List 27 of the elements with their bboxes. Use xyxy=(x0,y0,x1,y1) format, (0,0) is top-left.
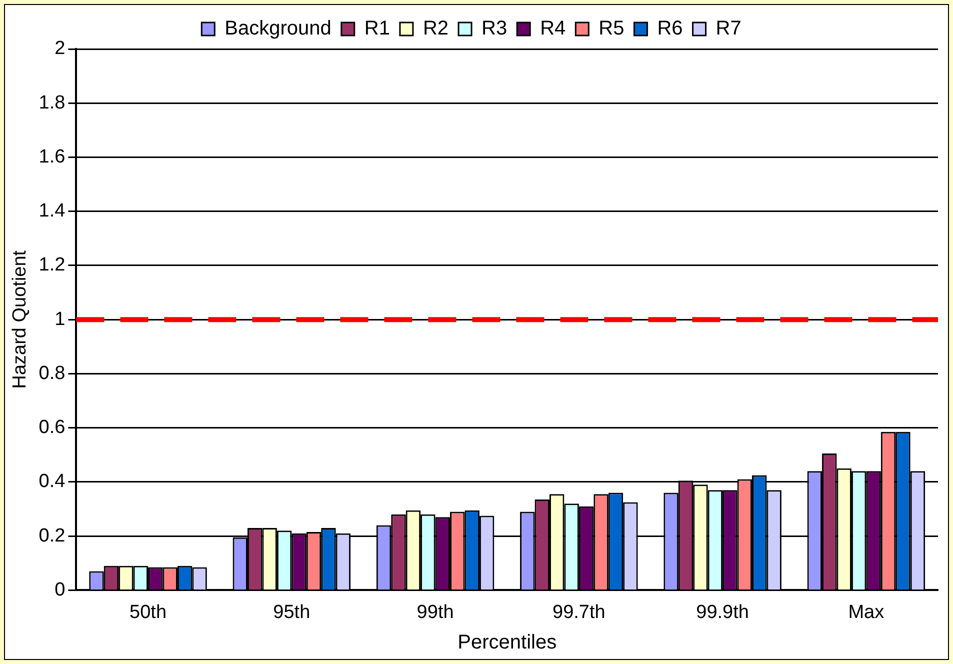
x-tick-label: 99th xyxy=(416,602,454,623)
legend-label: R6 xyxy=(657,18,683,40)
legend-label: R1 xyxy=(364,18,390,40)
y-tick-label: 1.6 xyxy=(38,146,66,168)
y-tick-label: 1 xyxy=(54,308,66,330)
legend-label: Background xyxy=(224,18,332,40)
x-tick-label: Max xyxy=(848,602,885,623)
x-axis-title: Percentiles xyxy=(458,632,557,654)
y-tick-label: 0.8 xyxy=(38,362,66,384)
x-tick-label: 95th xyxy=(273,602,310,623)
legend-label: R5 xyxy=(598,18,624,40)
x-tick-label: 99.9th xyxy=(696,602,749,623)
legend-label: R4 xyxy=(540,18,566,40)
y-tick-label: 1.4 xyxy=(38,200,66,222)
x-tick-label: 99.7th xyxy=(552,602,606,623)
y-tick-label: 0.2 xyxy=(38,525,66,546)
legend-label: R7 xyxy=(716,18,742,40)
y-tick-label: 1.2 xyxy=(38,254,66,276)
legend-label: R2 xyxy=(422,18,449,40)
x-tick-label: 50th xyxy=(130,602,167,623)
y-tick-label: 0 xyxy=(54,579,66,600)
legend-label: R3 xyxy=(482,18,508,40)
y-tick-label: 1.8 xyxy=(38,92,66,114)
y-tick-label: 2 xyxy=(54,38,66,60)
y-tick-label: 0.4 xyxy=(38,471,66,492)
y-axis-title: Hazard Quotient xyxy=(10,250,31,389)
y-tick-label: 0.6 xyxy=(38,417,66,438)
